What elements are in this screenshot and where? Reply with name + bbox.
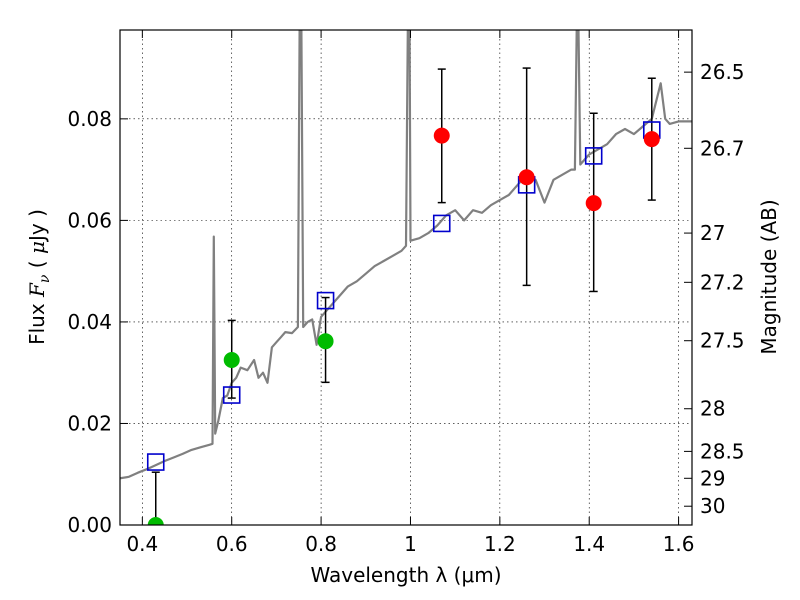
observed-point-marker <box>223 352 240 368</box>
y-axis-title: Flux Fν ( μJy ) <box>25 209 53 345</box>
y2-tick-label: 28 <box>700 397 725 421</box>
y2-tick-label: 27.2 <box>700 270 745 294</box>
y-axis-title-sub: ν <box>37 274 53 283</box>
x-tick-label: 1.6 <box>663 532 695 556</box>
observed-point-marker <box>433 127 450 144</box>
observed-point-marker <box>518 169 535 186</box>
y-axis-title-prefix: Flux <box>25 297 49 345</box>
y-axis-title-open: ( <box>25 254 49 275</box>
x-tick-label: 1.2 <box>484 532 516 556</box>
y-axis-title-var: F <box>25 282 49 298</box>
y-tick-label: 0.02 <box>67 411 112 435</box>
model-point-marker <box>584 147 603 165</box>
y2-tick-label: 26.5 <box>700 60 745 84</box>
y-tick-label: 0.04 <box>67 310 112 334</box>
plot-area <box>120 30 692 525</box>
plot-frame <box>119 29 693 526</box>
observed-point-marker <box>585 195 602 212</box>
x-tick-label: 1.4 <box>573 532 605 556</box>
x-tick-label: 0.4 <box>126 532 158 556</box>
y2-tick-label: 29 <box>700 466 725 490</box>
y2-tick-label: 27.5 <box>700 329 745 353</box>
model-point-marker <box>146 453 165 471</box>
y-axis-title-close: Jy ) <box>25 209 49 243</box>
y2-axis-title: Magnitude (AB) <box>757 199 781 354</box>
axis-ticks: 0.4 0.6 0.8 1 1.2 1.4 1.6 0.00 0.02 0.04 0.06 0.08 2… <box>67 30 745 556</box>
x-axis-title: Wavelength λ (μm) <box>310 563 501 587</box>
observed-point-marker <box>147 517 164 525</box>
y2-tick-label: 27 <box>700 221 725 245</box>
y2-tick-label: 30 <box>700 494 725 518</box>
template-spectrum <box>120 30 692 480</box>
y-axis-title-mu: μ <box>25 241 49 254</box>
x-tick-label: 1 <box>404 532 417 556</box>
y2-tick-label: 28.5 <box>700 439 745 463</box>
spectrum-line <box>120 30 692 480</box>
y-tick-label: 0.00 <box>67 513 112 537</box>
observed-point-marker <box>643 131 660 148</box>
model-point-marker <box>222 386 241 404</box>
observed-point-marker <box>317 333 334 350</box>
x-tick-label: 0.6 <box>216 532 248 556</box>
observed-photometry-points <box>147 127 660 525</box>
y2-tick-label: 26.7 <box>700 136 745 160</box>
y-tick-label: 0.08 <box>67 107 112 131</box>
y-tick-label: 0.06 <box>67 208 112 232</box>
model-point-marker <box>316 291 335 310</box>
model-point-marker <box>432 214 451 233</box>
x-tick-label: 0.8 <box>305 532 337 556</box>
